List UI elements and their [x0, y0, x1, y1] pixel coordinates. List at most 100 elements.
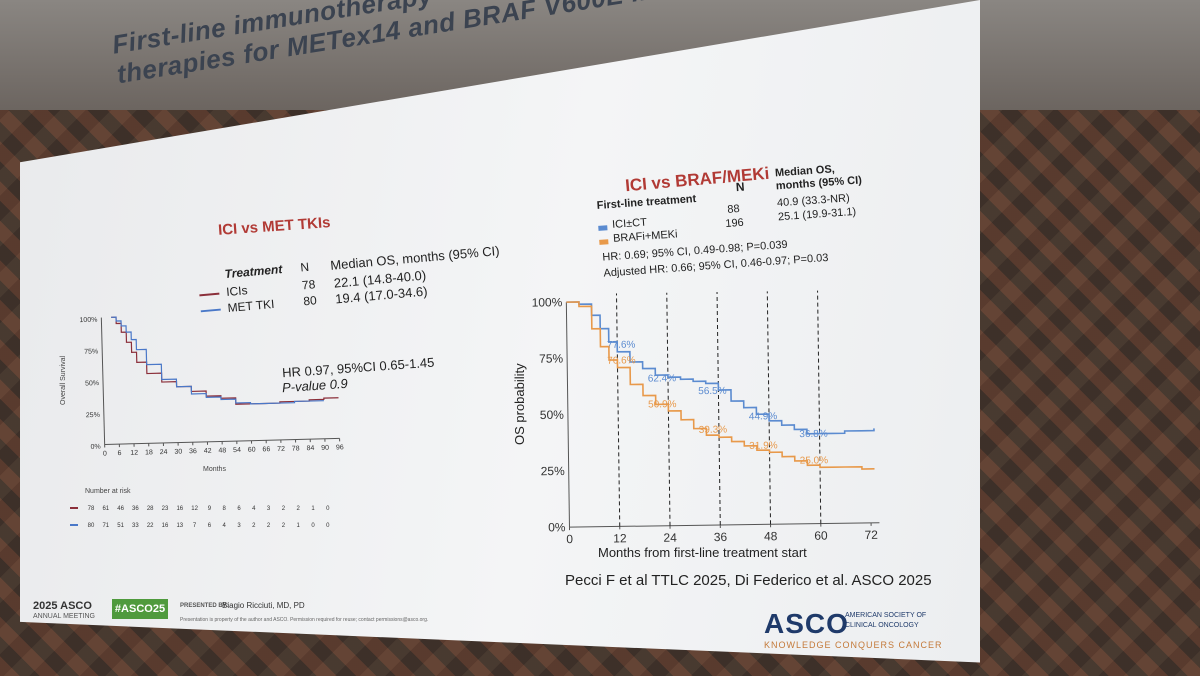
x-tick-label: 12	[613, 531, 627, 545]
series-line-brafi-meki	[566, 301, 875, 470]
y-tick-label: 75%	[539, 351, 564, 365]
data-label: 56.5%	[698, 386, 727, 397]
x-tick-label: 60	[814, 529, 828, 543]
data-label: 31.9%	[749, 440, 778, 451]
x-tick-label: 78	[292, 445, 300, 452]
x-tick-label: 72	[277, 446, 285, 453]
x-tick-label: 48	[218, 447, 226, 454]
landmark-line	[817, 290, 822, 524]
risk-value: 1	[311, 506, 315, 512]
x-tick-label: 18	[145, 449, 153, 456]
risk-value: 23	[162, 506, 169, 512]
y-tick-label: 75%	[84, 348, 98, 355]
risk-value: 78	[88, 506, 95, 512]
meeting-sub: ANNUAL MEETING	[33, 613, 95, 620]
x-tick-label: 36	[189, 448, 197, 455]
y-tick-label: 50%	[85, 380, 99, 387]
risk-value: 3	[267, 506, 271, 512]
x-tick-label: 96	[336, 444, 344, 451]
right-chart: 0% 25% 50% 75% 100% 0 12 24 36 48 60 72 77.6% 62.4% 56…	[532, 290, 880, 546]
series-line-met-tki	[111, 316, 324, 405]
x-tick-label: 48	[764, 529, 778, 543]
x-tick-label: 30	[174, 448, 182, 455]
right-xlabel: Months from first-line treatment start	[598, 545, 807, 560]
x-tick-label: 42	[204, 448, 212, 455]
landmark-line	[766, 291, 772, 525]
data-label: 50.9%	[648, 399, 677, 410]
risk-value: 16	[176, 506, 183, 512]
x-tick-label: 84	[306, 445, 314, 452]
data-label: 39.3%	[699, 424, 728, 435]
risk-value: 2	[267, 523, 271, 529]
data-label: 62.4%	[648, 373, 677, 384]
data-label: 36.8%	[799, 429, 828, 440]
landmark-line	[666, 292, 671, 526]
risk-value: 22	[147, 523, 154, 529]
risk-value: 2	[282, 506, 286, 512]
y-tick-label: 25%	[86, 412, 100, 419]
x-tick-label: 72	[864, 528, 878, 542]
risk-value: 2	[297, 506, 301, 512]
x-tick-label: 24	[663, 531, 677, 545]
risk-table: 78 61 46 36 28 23 16 12 9 8 6 4 3 2 2 1 080 71 51 33 22 16 13 7…	[70, 506, 330, 529]
y-tick-label: 100%	[532, 295, 563, 309]
risk-value: 0	[311, 523, 315, 529]
risk-value: 3	[237, 523, 241, 529]
disclaimer: Presentation is property of the author a…	[180, 617, 429, 623]
risk-value: 33	[132, 523, 139, 529]
y-tick-label: 100%	[79, 317, 97, 324]
risk-value: 16	[162, 523, 169, 529]
asco-full-2: CLINICAL ONCOLOGY	[845, 622, 919, 629]
risk-value: 12	[191, 506, 198, 512]
data-label: 77.6%	[607, 340, 636, 351]
risk-value: 2	[282, 523, 286, 529]
y-axis	[100, 317, 106, 445]
y-tick-label: 0%	[548, 520, 566, 534]
risk-value: 61	[102, 506, 109, 512]
citation: Pecci F et al TTLC 2025, Di Federico et …	[565, 572, 932, 589]
series-line-ici-ct	[566, 301, 875, 435]
left-chart: 0% 25% 50% 75% 100% 0 6 12 18 24 30 36 42 48 54 60 66 72 7…	[79, 316, 344, 458]
risk-value: 28	[147, 506, 154, 512]
risk-value: 0	[326, 523, 330, 529]
x-tick-label: 0	[566, 532, 573, 546]
risk-value: 6	[237, 506, 241, 512]
landmark-line	[615, 293, 621, 527]
x-tick-label: 66	[262, 446, 270, 453]
y-tick-label: 0%	[91, 444, 101, 451]
x-tick-label: 12	[130, 450, 138, 457]
y-axis	[565, 302, 570, 528]
asco-tagline: KNOWLEDGE CONQUERS CANCER	[764, 640, 943, 650]
risk-value: 4	[223, 523, 227, 529]
x-tick-label: 6	[118, 450, 122, 457]
y-tick-label: 25%	[541, 464, 566, 478]
risk-value: 51	[117, 523, 124, 529]
asco-logo: ASCO	[764, 608, 849, 639]
risk-value: 13	[176, 523, 183, 529]
landmark-line	[716, 292, 721, 526]
risk-value: 71	[102, 523, 109, 529]
x-tick-label: 54	[233, 447, 241, 454]
risk-title: Number at risk	[85, 488, 131, 495]
risk-value: 6	[208, 523, 212, 529]
hashtag-badge: #ASCO25	[112, 599, 168, 619]
x-tick-label: 0	[103, 450, 107, 457]
risk-value: 7	[193, 523, 197, 529]
asco-full-1: AMERICAN SOCIETY OF	[845, 612, 927, 619]
x-tick-label: 36	[714, 530, 728, 544]
risk-value: 46	[117, 506, 124, 512]
data-label: 70.6%	[607, 355, 636, 366]
risk-value: 36	[132, 506, 139, 512]
data-label: 25.0%	[800, 455, 829, 466]
risk-value: 2	[252, 523, 256, 529]
risk-value: 4	[252, 506, 256, 512]
data-label: 44.9%	[749, 411, 778, 422]
presenter-name: Biagio Ricciuti, MD, PD	[222, 601, 305, 610]
risk-value: 8	[223, 506, 227, 512]
series-line-icis	[111, 316, 339, 405]
x-tick-label: 60	[248, 447, 256, 454]
risk-value: 0	[326, 506, 330, 512]
x-tick-label: 24	[160, 449, 168, 456]
left-xlabel: Months	[203, 466, 226, 473]
x-tick-label: 90	[321, 445, 329, 452]
